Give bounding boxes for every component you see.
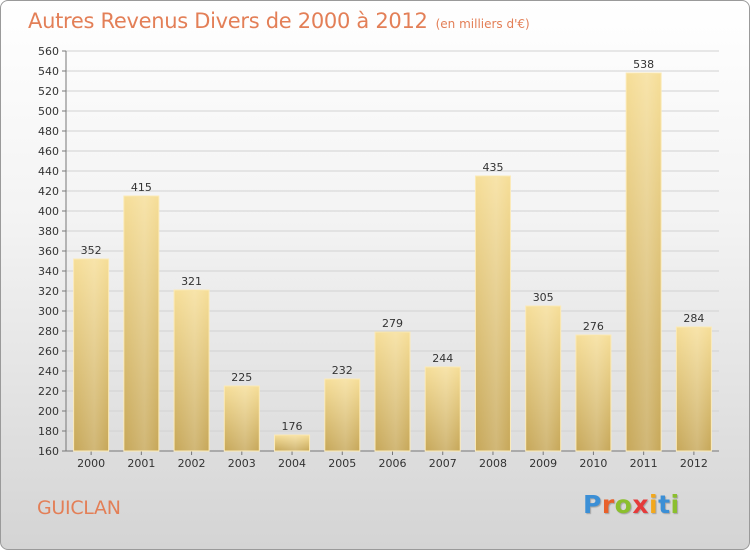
x-tick-label: 2004 — [278, 457, 306, 470]
proxiti-logo: Proxiti — [583, 490, 680, 519]
x-tick-label: 2003 — [228, 457, 256, 470]
title-block: Autres Revenus Divers de 2000 à 2012 (en … — [28, 9, 530, 33]
logo-letter: t — [658, 490, 671, 519]
x-tick-label: 2008 — [479, 457, 507, 470]
x-tick-label: 2007 — [429, 457, 457, 470]
x-tick-label: 2001 — [127, 457, 155, 470]
x-tick-label: 2005 — [328, 457, 356, 470]
data-label: 305 — [533, 291, 554, 304]
y-tick-label: 160 — [38, 445, 59, 458]
x-tick-label: 2010 — [579, 457, 607, 470]
bar-sheen — [124, 197, 158, 451]
bar-layer — [73, 72, 712, 452]
logo-letter: r — [601, 490, 615, 519]
bar-sheen — [175, 291, 209, 451]
y-tick-label: 420 — [38, 185, 59, 198]
y-tick-label: 320 — [38, 285, 59, 298]
y-tick-label: 480 — [38, 125, 59, 138]
bar-sheen — [74, 260, 108, 451]
y-tick-label: 560 — [38, 45, 59, 58]
logo-letter: P — [583, 490, 602, 519]
y-tick-label: 280 — [38, 325, 59, 338]
logo-letter: i — [670, 490, 680, 519]
x-tick-label: 2000 — [77, 457, 105, 470]
commune-name: GUICLAN — [37, 497, 121, 519]
y-tick-label: 520 — [38, 85, 59, 98]
bar-sheen — [225, 387, 259, 451]
data-label: 225 — [231, 371, 252, 384]
bar-sheen — [576, 336, 610, 451]
y-tick-label: 500 — [38, 105, 59, 118]
y-tick-label: 200 — [38, 405, 59, 418]
y-tick-label: 340 — [38, 265, 59, 278]
x-tick-label: 2012 — [680, 457, 708, 470]
bar-sheen — [627, 74, 661, 451]
bar-sheen — [275, 436, 309, 451]
y-tick-label: 460 — [38, 145, 59, 158]
y-tick-label: 440 — [38, 165, 59, 178]
y-tick-label: 300 — [38, 305, 59, 318]
y-tick-label: 180 — [38, 425, 59, 438]
data-label: 276 — [583, 320, 604, 333]
bar-sheen — [677, 328, 711, 451]
y-tick-label: 240 — [38, 365, 59, 378]
data-label: 352 — [81, 244, 102, 257]
y-tick-label: 380 — [38, 225, 59, 238]
logo-letter: i — [649, 490, 659, 519]
label-layer: 352 415 321 225 176 232 279 244 435 305 276 538 284 — [81, 58, 705, 433]
data-label: 415 — [131, 181, 152, 194]
x-tick-label: 2002 — [178, 457, 206, 470]
data-label: 244 — [432, 352, 453, 365]
data-label: 232 — [332, 364, 353, 377]
data-label: 284 — [683, 312, 704, 325]
logo-letter: o — [614, 490, 633, 519]
y-tick-label: 360 — [38, 245, 59, 258]
bar-sheen — [476, 177, 510, 451]
logo-letter: x — [632, 490, 649, 519]
data-label: 279 — [382, 317, 403, 330]
data-label: 321 — [181, 275, 202, 288]
chart-subtitle: (en milliers d'€) — [435, 17, 530, 31]
data-label: 435 — [482, 161, 503, 174]
x-tick-label: 2011 — [630, 457, 658, 470]
data-label: 176 — [282, 420, 303, 433]
y-tick-label: 260 — [38, 345, 59, 358]
chart-title: Autres Revenus Divers de 2000 à 2012 — [28, 9, 428, 33]
bar-sheen — [325, 380, 359, 451]
x-tick-label: 2006 — [379, 457, 407, 470]
y-tick-label: 540 — [38, 65, 59, 78]
x-tick-label: 2009 — [529, 457, 557, 470]
y-tick-label: 400 — [38, 205, 59, 218]
bar-sheen — [526, 307, 560, 451]
data-label: 538 — [633, 58, 654, 71]
bar-sheen — [426, 368, 460, 451]
bar-sheen — [376, 333, 409, 451]
y-tick-label: 220 — [38, 385, 59, 398]
